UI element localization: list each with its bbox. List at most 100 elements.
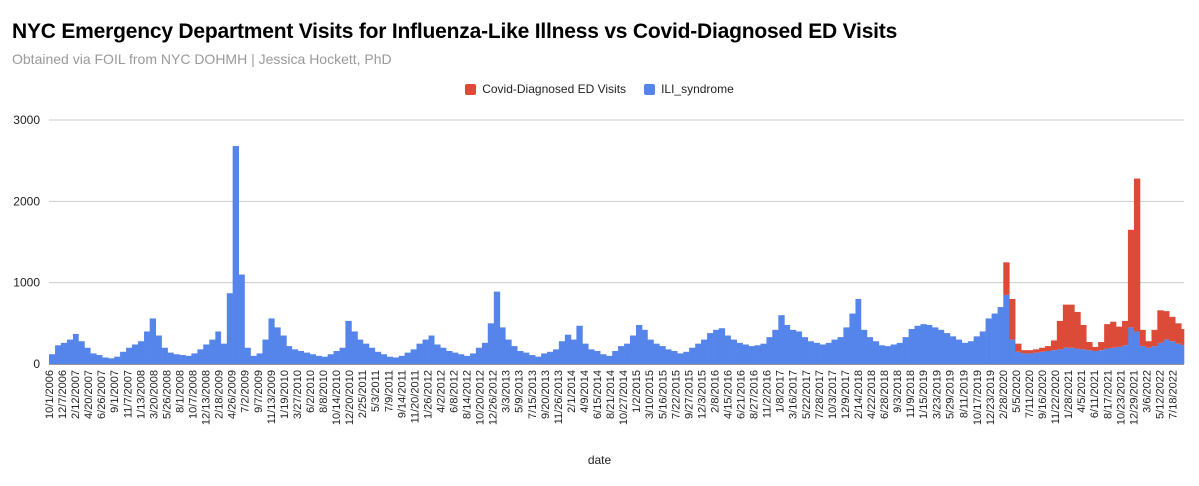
ili-bar [1039,351,1046,364]
x-tick-label: 7/15/2013 [527,370,539,419]
y-tick-label: 1000 [13,276,40,290]
ili-bar [931,327,939,364]
x-tick-label: 5/5/2020 [1011,370,1023,413]
ili-bar [1092,350,1099,364]
ili-bar [949,336,957,364]
ili-bar [612,350,619,364]
ili-bar [973,336,981,364]
x-tick-label: 6/28/2018 [879,370,891,419]
covid-bar [1181,329,1185,346]
x-tick-label: 2/25/2011 [357,370,369,418]
x-tick-label: 8/14/2012 [462,370,474,419]
x-tick-label: 5/3/2011 [370,370,382,412]
ili-bar [149,318,157,364]
ili-bar [778,315,785,364]
ili-bar [529,355,536,364]
x-tick-label: 6/2/2010 [305,370,317,413]
ili-bar [1044,350,1052,364]
x-tick-label: 5/16/2015 [657,370,669,419]
legend-item-covid[interactable]: Covid-Diagnosed ED Visits [465,82,626,96]
ili-bar [1056,349,1064,364]
covid-bar [1009,298,1016,340]
ili-bar [576,325,583,364]
ili-bar [1062,347,1070,364]
ili-bar [422,339,429,364]
covid-bar [1116,326,1123,347]
x-tick-label: 10/14/2010 [331,370,343,425]
ili-bar [677,353,684,364]
ili-bar [470,353,477,364]
x-tick-label: 4/15/2016 [723,370,735,419]
x-tick-label: 1/28/2021 [1063,370,1075,419]
ili-bar [1145,347,1152,364]
ili-bar [683,351,690,364]
x-tick-label: 1/19/2010 [279,370,291,419]
ili-bar [303,352,311,364]
ili-bar [902,337,909,364]
ili-bar [155,335,162,364]
legend-item-ili[interactable]: ILI_syndrome [644,82,734,96]
x-tick-label: 6/8/2012 [448,370,460,413]
ili-bar [434,344,441,364]
x-tick-label: 6/15/2014 [592,370,604,419]
covid-bar [1175,323,1182,344]
x-tick-label: 9/1/2007 [109,370,121,413]
chart-subtitle: Obtained via FOIL from NYC DOHMH | Jessi… [12,51,392,67]
covid-bar [1039,347,1046,352]
ili-bar [713,329,720,364]
x-tick-label: 5/29/2019 [944,370,956,419]
ili-bar [428,335,435,364]
x-tick-label: 9/14/2011 [396,370,408,418]
ili-bar [1127,327,1135,364]
x-tick-label: 12/23/2019 [985,370,997,425]
ili-bar [985,318,992,364]
ili-bar [594,350,601,364]
ili-bar [837,337,844,364]
ili-bar [357,339,364,364]
ili-bar [114,356,121,364]
ili-bar [558,341,566,364]
ili-bar [1181,345,1185,364]
ili-bar [855,298,862,364]
ili-bar [843,327,850,364]
ili-bar [831,339,838,364]
ili-bar [553,349,560,364]
ili-bar [499,327,506,364]
x-tick-label: 10/27/2014 [618,370,630,425]
ili-bar [884,346,892,364]
ili-bar [1169,341,1176,364]
ili-bar [671,350,678,364]
ili-bar [896,342,903,364]
x-tick-label: 5/9/2013 [514,370,526,413]
ili-bar [1139,346,1146,364]
x-tick-label: 9/16/2020 [1037,370,1049,419]
ili-bar [742,344,749,364]
ili-bar [392,357,400,364]
covid-bar [1110,321,1117,348]
ili-bar [1033,352,1040,364]
x-tick-label: 8/1/2008 [174,370,186,413]
ili-bar [1080,349,1087,364]
x-tick-label: 6/21/2016 [736,370,748,419]
legend: Covid-Diagnosed ED Visits ILI_syndrome [0,82,1199,96]
ili-bar [446,350,453,364]
ili-bar [1151,346,1158,364]
ili-bar [1175,343,1182,364]
ili-bar [943,333,951,364]
ili-bar [321,356,328,364]
ili-bar [997,307,1004,364]
ili-bar [860,329,868,364]
ili-bar [1133,331,1141,364]
ili-bar [126,347,133,364]
x-tick-label: 11/13/2009 [266,370,278,424]
ili-bar [926,324,933,364]
ili-bar [872,341,880,364]
covid-bar [1080,324,1087,350]
ili-bar [232,146,239,364]
x-tick-label: 3/27/2010 [292,370,304,419]
x-tick-label: 11/2/2016 [762,370,774,418]
x-tick-label: 3/3/2013 [501,370,513,413]
ili-bar [138,341,145,364]
x-tick-label: 10/7/2008 [188,370,200,419]
